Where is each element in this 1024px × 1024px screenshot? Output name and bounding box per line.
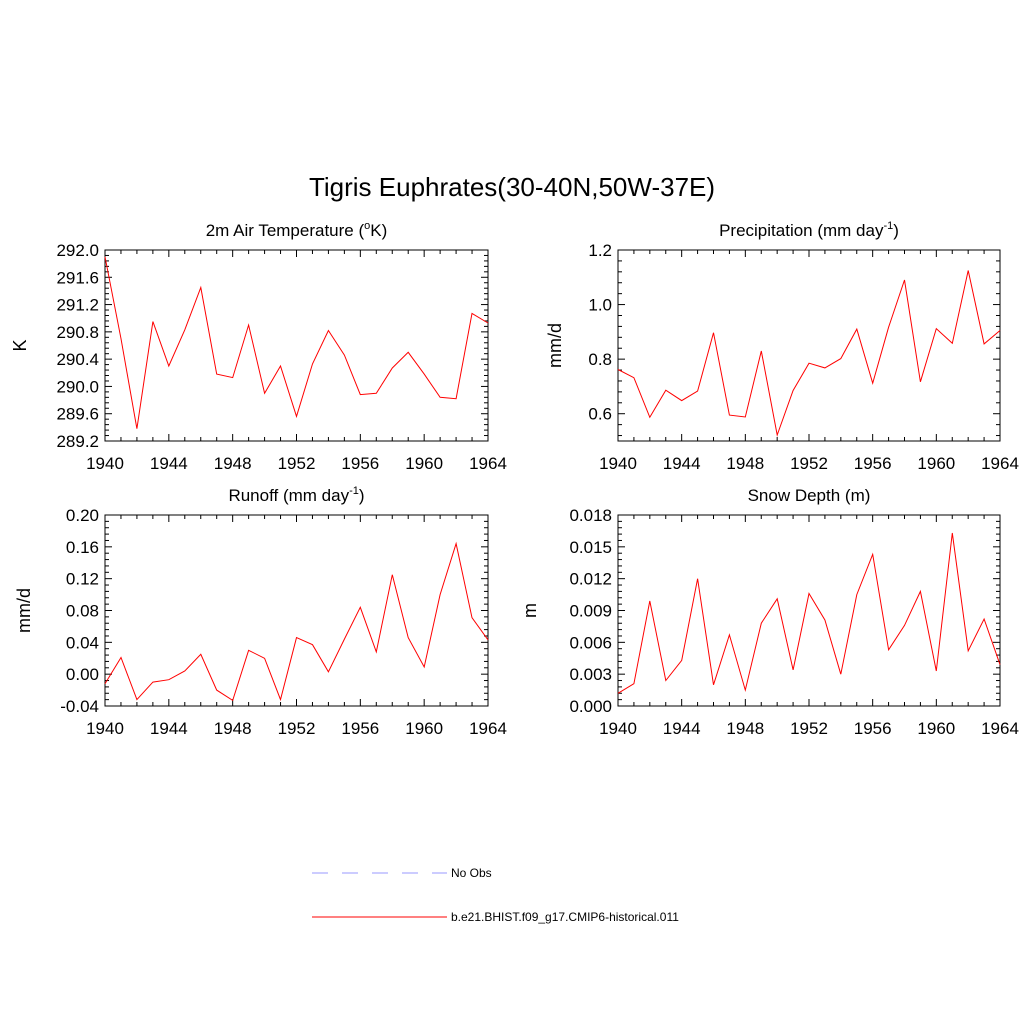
plot-frame xyxy=(104,514,489,707)
y-tick-label: 292.0 xyxy=(56,241,99,260)
y-tick-label: 0.003 xyxy=(569,665,612,684)
y-tick-label: 290.0 xyxy=(56,377,99,396)
x-tick-label: 1944 xyxy=(663,719,701,738)
x-tick-label: 1956 xyxy=(341,719,379,738)
x-tick-label: 1964 xyxy=(981,454,1019,473)
y-tick-label: 0.009 xyxy=(569,602,612,621)
legend: No Obs b.e21.BHIST.f09_g17.CMIP6-histori… xyxy=(312,866,679,924)
y-axis-label: mm/d xyxy=(545,323,565,368)
y-tick-label: 0.6 xyxy=(588,405,612,424)
x-tick-label: 1940 xyxy=(86,454,124,473)
y-tick-label: 290.4 xyxy=(56,350,99,369)
y-tick-label: 0.8 xyxy=(588,350,612,369)
x-tick-label: 1952 xyxy=(278,454,316,473)
panel-title-superscript: o xyxy=(364,220,370,232)
y-tick-label: 291.2 xyxy=(56,296,99,315)
panel-title: Snow Depth (m) xyxy=(748,486,871,505)
x-tick-label: 1948 xyxy=(214,454,252,473)
x-tick-label: 1960 xyxy=(405,454,443,473)
y-tick-label: 0.012 xyxy=(569,570,612,589)
series-line xyxy=(617,532,1001,694)
series-line xyxy=(104,541,489,702)
y-tick-label: 291.6 xyxy=(56,268,99,287)
x-tick-label: 1944 xyxy=(663,454,701,473)
x-tick-label: 1960 xyxy=(917,454,955,473)
series-line xyxy=(104,256,489,429)
y-tick-label: 0.018 xyxy=(569,506,612,525)
panel-title-tail: ) xyxy=(893,221,899,240)
y-axis-label: mm/d xyxy=(14,588,34,633)
x-tick-label: 1940 xyxy=(599,454,637,473)
x-tick-label: 1948 xyxy=(214,719,252,738)
y-tick-label: 0.04 xyxy=(66,633,99,652)
series-line xyxy=(617,270,1001,437)
panel-title-main: Snow Depth (m) xyxy=(748,486,871,505)
legend-obs-label: No Obs xyxy=(451,866,492,880)
y-tick-label: 290.8 xyxy=(56,323,99,342)
y-tick-label: 0.00 xyxy=(66,665,99,684)
plot-frame xyxy=(104,249,489,442)
panel-title-superscript: -1 xyxy=(349,485,359,497)
panel-title-main: Runoff (mm day xyxy=(228,486,349,505)
panel-title: Runoff (mm day-1) xyxy=(228,485,364,505)
y-tick-label: 0.08 xyxy=(66,602,99,621)
y-tick-label: 0.16 xyxy=(66,538,99,557)
panel-precipitation: Precipitation (mm day-1) mm/d 1940 1944 1948… xyxy=(545,220,1019,473)
x-tick-label: 1948 xyxy=(726,454,764,473)
panel-title-superscript: -1 xyxy=(883,220,893,232)
x-tick-label: 1948 xyxy=(726,719,764,738)
y-tick-label: 289.2 xyxy=(56,432,99,451)
y-tick-label: 0.20 xyxy=(66,506,99,525)
y-tick-label: 289.6 xyxy=(56,405,99,424)
panel-title: 2m Air Temperature (oK) xyxy=(206,220,388,240)
x-tick-label: 1956 xyxy=(854,454,892,473)
panel-snow-depth: Snow Depth (m) m 1940 1944 1948 1952 1956 1960 1… xyxy=(520,486,1019,738)
y-axis-label: K xyxy=(10,339,30,351)
x-tick-label: 1940 xyxy=(599,719,637,738)
y-tick-label: 1.0 xyxy=(588,296,612,315)
plot-frame xyxy=(617,249,1001,442)
y-tick-label: 0.006 xyxy=(569,633,612,652)
x-tick-label: 1956 xyxy=(341,454,379,473)
plot-frame xyxy=(617,514,1001,707)
panel-title-main: 2m Air Temperature ( xyxy=(206,221,365,240)
x-tick-label: 1964 xyxy=(469,719,507,738)
y-tick-label: 0.12 xyxy=(66,570,99,589)
figure-title: Tigris Euphrates(30-40N,50W-37E) xyxy=(309,172,715,202)
panel-title: Precipitation (mm day-1) xyxy=(719,220,899,240)
x-tick-label: 1952 xyxy=(790,454,828,473)
panel-air-temperature: 2m Air Temperature (oK) K 1940 1944 1948 1952… xyxy=(10,220,507,473)
x-tick-label: 1960 xyxy=(405,719,443,738)
panel-runoff: Runoff (mm day-1) mm/d 1940 1944 1948 1952 195… xyxy=(14,485,507,738)
panel-title-main: Precipitation (mm day xyxy=(719,221,884,240)
y-axis-label: m xyxy=(520,603,540,618)
x-tick-label: 1956 xyxy=(854,719,892,738)
y-tick-label: -0.04 xyxy=(60,697,99,716)
x-tick-label: 1952 xyxy=(790,719,828,738)
panel-title-tail: K) xyxy=(370,221,387,240)
x-tick-label: 1940 xyxy=(86,719,124,738)
y-tick-label: 0.015 xyxy=(569,538,612,557)
panel-title-tail: ) xyxy=(359,486,365,505)
x-tick-label: 1944 xyxy=(150,454,188,473)
x-tick-label: 1952 xyxy=(278,719,316,738)
x-tick-label: 1964 xyxy=(981,719,1019,738)
x-tick-label: 1944 xyxy=(150,719,188,738)
x-tick-label: 1960 xyxy=(917,719,955,738)
x-tick-label: 1964 xyxy=(469,454,507,473)
y-tick-label: 1.2 xyxy=(588,241,612,260)
y-tick-label: 0.000 xyxy=(569,697,612,716)
legend-model-label: b.e21.BHIST.f09_g17.CMIP6-historical.011 xyxy=(451,910,679,924)
